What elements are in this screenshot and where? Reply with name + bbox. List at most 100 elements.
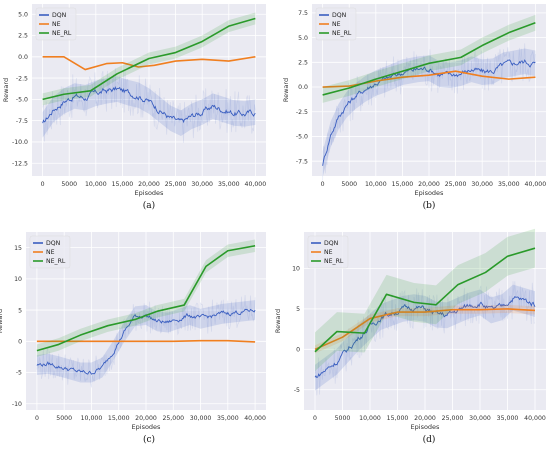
y-tick-label: 2.5 xyxy=(18,33,28,40)
x-tick-label: 30,000 xyxy=(471,181,493,188)
chart-panel-4: 0 5000 10,000 15,000 20,000 25,000 30,000 35,00… xyxy=(274,228,546,445)
legend: DQN NE NE_RL xyxy=(307,235,349,269)
x-tick-label: 5000 xyxy=(61,181,77,188)
x-tick-label: 5000 xyxy=(341,181,357,188)
y-axis-label: Reward xyxy=(0,309,4,333)
series-raw-line xyxy=(314,281,536,396)
x-tick-label: 0 xyxy=(313,415,317,422)
x-tick-label: 15,000 xyxy=(108,415,130,422)
legend-label: NE xyxy=(52,21,61,28)
y-tick-label: 0 xyxy=(296,347,300,354)
x-tick-label: 20,000 xyxy=(138,181,160,188)
x-tick-label: 5000 xyxy=(56,415,72,422)
x-axis-label: Episodes xyxy=(411,423,441,431)
series-ne xyxy=(42,55,256,71)
y-tick-label: 0 xyxy=(18,338,22,345)
chart-panel-3: 0 5000 10,000 15,000 20,000 25,000 30,000 35,00… xyxy=(0,232,266,445)
y-tick-label: -5.0 xyxy=(16,97,28,104)
x-tick-label: 40,000 xyxy=(244,415,266,422)
y-tick-label: 0.0 xyxy=(18,54,28,61)
y-tick-label: 15 xyxy=(14,245,22,252)
legend-label: NE_RL xyxy=(324,258,344,265)
legend: DQN NE NE_RL xyxy=(35,7,77,41)
series-band xyxy=(36,239,256,357)
legend-box xyxy=(35,7,77,41)
legend-label: NE xyxy=(324,249,333,256)
y-tick-label: -2.5 xyxy=(296,109,308,116)
x-tick-label: 35,000 xyxy=(217,415,239,422)
legend-label: DQN xyxy=(46,240,61,247)
y-tick-label: 2.5 xyxy=(298,60,308,67)
legend-label: DQN xyxy=(52,12,67,19)
x-tick-label: 25,000 xyxy=(442,415,464,422)
x-tick-label: 0 xyxy=(35,415,39,422)
y-tick-label: -5 xyxy=(294,387,300,394)
legend-label: NE_RL xyxy=(332,30,352,37)
series-raw-line xyxy=(42,68,256,143)
series-ne xyxy=(36,339,256,343)
series-ne-rl xyxy=(42,12,256,106)
series-line xyxy=(314,296,536,379)
series-ne xyxy=(314,304,536,354)
x-tick-label: 5000 xyxy=(335,415,351,422)
y-axis-label: Reward xyxy=(282,78,290,102)
legend: DQN NE NE_RL xyxy=(29,235,71,269)
chart-panel-1: 0 5000 10,000 15,000 20,000 25,000 30,000 35,00… xyxy=(2,4,266,211)
x-tick-label: 25,000 xyxy=(445,181,467,188)
x-axis-label: Episodes xyxy=(415,189,445,197)
y-tick-label: 10 xyxy=(292,266,300,273)
x-tick-label: 10,000 xyxy=(81,415,103,422)
x-tick-label: 25,000 xyxy=(162,415,184,422)
legend-box xyxy=(29,235,71,269)
series-dqn xyxy=(42,68,256,143)
series-line xyxy=(322,59,536,166)
x-tick-label: 10,000 xyxy=(359,415,381,422)
x-tick-label: 20,000 xyxy=(414,415,436,422)
x-tick-label: 40,000 xyxy=(245,181,267,188)
x-tick-label: 10,000 xyxy=(85,181,107,188)
legend-label: DQN xyxy=(324,240,339,247)
y-tick-label: -2.5 xyxy=(16,75,28,82)
series-line xyxy=(36,339,256,343)
panel-label: (c) xyxy=(143,434,155,445)
y-tick-label: -10.0 xyxy=(12,139,28,146)
x-tick-label: 10,000 xyxy=(365,181,387,188)
series-band xyxy=(315,284,535,391)
y-tick-label: -5.0 xyxy=(296,134,308,141)
x-axis-label: Episodes xyxy=(132,423,162,431)
x-axis-label: Episodes xyxy=(135,189,165,197)
legend-box xyxy=(307,235,349,269)
y-tick-label: 5.0 xyxy=(18,11,28,18)
x-tick-label: 15,000 xyxy=(392,181,414,188)
legend-label: DQN xyxy=(332,12,347,19)
y-tick-label: 7.5 xyxy=(298,10,308,17)
x-tick-label: 15,000 xyxy=(387,415,409,422)
series-line xyxy=(314,308,536,351)
x-tick-label: 30,000 xyxy=(190,415,212,422)
y-tick-label: -7.5 xyxy=(16,118,28,125)
series-band xyxy=(315,228,535,372)
panel-label: (d) xyxy=(423,434,436,445)
legend-label: NE xyxy=(332,21,341,28)
y-tick-label: 0.0 xyxy=(298,84,308,91)
series-line xyxy=(322,22,536,96)
series-line xyxy=(42,55,256,71)
series-ne-rl xyxy=(36,239,256,357)
series-band xyxy=(315,304,535,354)
y-tick-label: 5 xyxy=(296,306,300,313)
series-raw-line xyxy=(322,43,536,181)
y-tick-label: 5.0 xyxy=(298,35,308,42)
legend-label: NE xyxy=(46,249,55,256)
y-tick-label: -5 xyxy=(16,370,22,377)
x-tick-label: 35,000 xyxy=(498,181,520,188)
series-ne-rl xyxy=(322,14,536,103)
series-band xyxy=(36,300,256,383)
x-tick-label: 0 xyxy=(41,181,45,188)
y-tick-label: 5 xyxy=(18,307,22,314)
chart-panel-2: 0 5000 10,000 15,000 20,000 25,000 30,000 35,00… xyxy=(282,4,546,211)
series-band xyxy=(322,14,536,103)
x-tick-label: 40,000 xyxy=(525,181,547,188)
legend-box xyxy=(315,7,357,41)
